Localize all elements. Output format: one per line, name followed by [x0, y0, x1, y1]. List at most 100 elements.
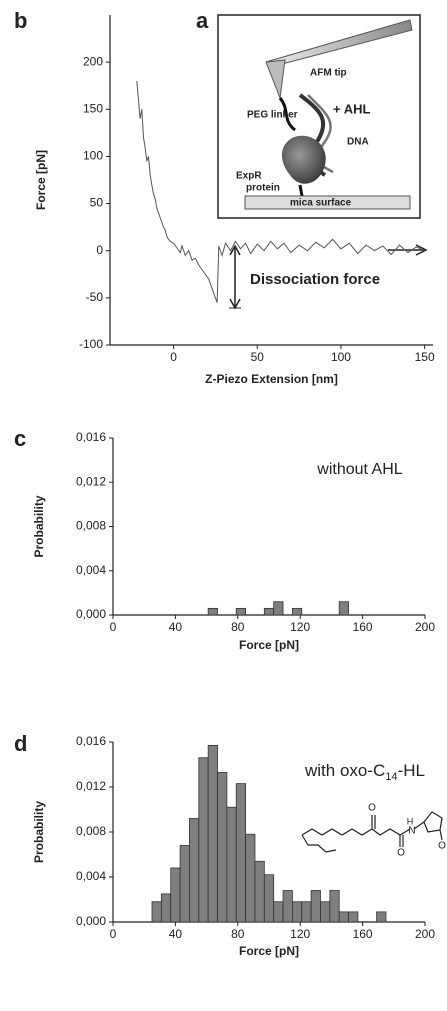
x-tick-label: 80 [231, 620, 245, 634]
inset-text: protein [246, 183, 280, 194]
inset-text: PEG linker [247, 110, 298, 121]
x-tick-label: 40 [169, 927, 183, 941]
x-tick-label: 150 [415, 350, 435, 364]
structure [301, 811, 443, 853]
y-tick-label: 0,000 [76, 607, 106, 621]
inset-text: mica surface [290, 198, 352, 209]
bar [170, 867, 181, 923]
annotation: without AHL [316, 461, 402, 478]
inset: a AFM tip PEG linker + AHL DNA ExpR prot… [196, 8, 421, 219]
y-tick-label: 0,012 [76, 474, 106, 488]
x-tick-label: 200 [415, 620, 435, 634]
y-tick-label: 50 [90, 196, 104, 210]
x-tick-label: 160 [353, 927, 373, 941]
chain [301, 828, 411, 836]
x-axis-label: Force [pN] [239, 944, 299, 958]
atom-label: O [438, 841, 446, 852]
bar [198, 757, 209, 923]
peg-linker [278, 97, 296, 132]
inset-text: + AHL [333, 101, 370, 116]
bar [301, 901, 312, 923]
x-tick-label: 100 [331, 350, 351, 364]
bar [207, 607, 218, 616]
annotation-part: -HL [398, 761, 425, 780]
ring [423, 811, 443, 833]
atom-label: O [397, 848, 405, 859]
panel-label: b [14, 8, 27, 33]
bar [217, 771, 228, 923]
y-tick-label: 0,008 [76, 824, 106, 838]
force-arrow-head [229, 244, 241, 256]
protein [281, 135, 326, 184]
bar [263, 607, 275, 616]
inset-text: DNA [347, 137, 369, 148]
afm-tip-apex [265, 59, 286, 99]
x-tick-label: 40 [169, 620, 183, 634]
bar [226, 806, 237, 923]
bar [245, 833, 256, 923]
y-tick-label: 0,004 [76, 563, 106, 577]
x-tick-label: 160 [353, 620, 373, 634]
inset-text: ExpR [236, 171, 262, 182]
bar [235, 607, 247, 616]
bar [207, 744, 218, 923]
y-tick-label: -50 [86, 290, 104, 304]
bar [348, 911, 359, 923]
y-tick-label: 0,004 [76, 869, 106, 883]
panel-label: c [14, 426, 26, 451]
inset-text: AFM tip [310, 68, 347, 79]
bar [235, 783, 247, 923]
bond [439, 829, 443, 841]
bar [376, 911, 387, 923]
x-tick-label: 0 [170, 350, 177, 364]
bar [179, 845, 190, 923]
y-tick-label: 100 [83, 149, 103, 163]
bar [291, 607, 303, 616]
bar [310, 890, 321, 923]
annotation-sub: 14 [385, 771, 397, 783]
mica [244, 195, 411, 210]
y-tick-label: 0 [96, 243, 103, 257]
atom-label: O [368, 803, 376, 814]
x-tick-label: 0 [110, 927, 117, 941]
annotation: Dissociation force [250, 271, 380, 288]
y-tick-label: -100 [79, 337, 103, 351]
bar [273, 901, 284, 923]
x-axis-label: Z-Piezo Extension [nm] [205, 372, 338, 386]
bar [329, 890, 340, 923]
y-axis-label: Force [pN] [34, 150, 48, 210]
x-tick-label: 0 [110, 620, 117, 634]
y-tick-label: 0,016 [76, 430, 106, 444]
bar [189, 818, 200, 923]
y-tick-label: 0,016 [76, 734, 106, 748]
atom-label: H [407, 816, 414, 826]
bar [263, 874, 275, 923]
force-curve [136, 80, 425, 303]
y-tick-label: 200 [83, 54, 103, 68]
bar [320, 901, 331, 923]
x-tick-label: 80 [231, 927, 245, 941]
x-tick-label: 200 [415, 927, 435, 941]
linker [298, 184, 304, 197]
bar [282, 890, 293, 923]
y-axis-label: Probability [32, 495, 46, 557]
bar [254, 860, 265, 923]
bar [151, 901, 162, 923]
annotation: with oxo-C14-HL [304, 761, 425, 782]
x-tick-label: 50 [251, 350, 265, 364]
bar [160, 893, 172, 923]
panel-label: a [196, 8, 209, 33]
annotation-part: with oxo-C [304, 761, 385, 780]
y-axis-label: Probability [32, 801, 46, 863]
x-axis-label: Force [pN] [239, 638, 299, 652]
atom-label: N [408, 826, 415, 837]
y-tick-label: 0,000 [76, 914, 106, 928]
bar [273, 601, 284, 616]
y-tick-label: 0,012 [76, 779, 106, 793]
chain [301, 834, 337, 853]
bar [338, 911, 349, 923]
y-tick-label: 150 [83, 101, 103, 115]
bar [291, 901, 303, 923]
y-tick-label: 0,008 [76, 519, 106, 533]
